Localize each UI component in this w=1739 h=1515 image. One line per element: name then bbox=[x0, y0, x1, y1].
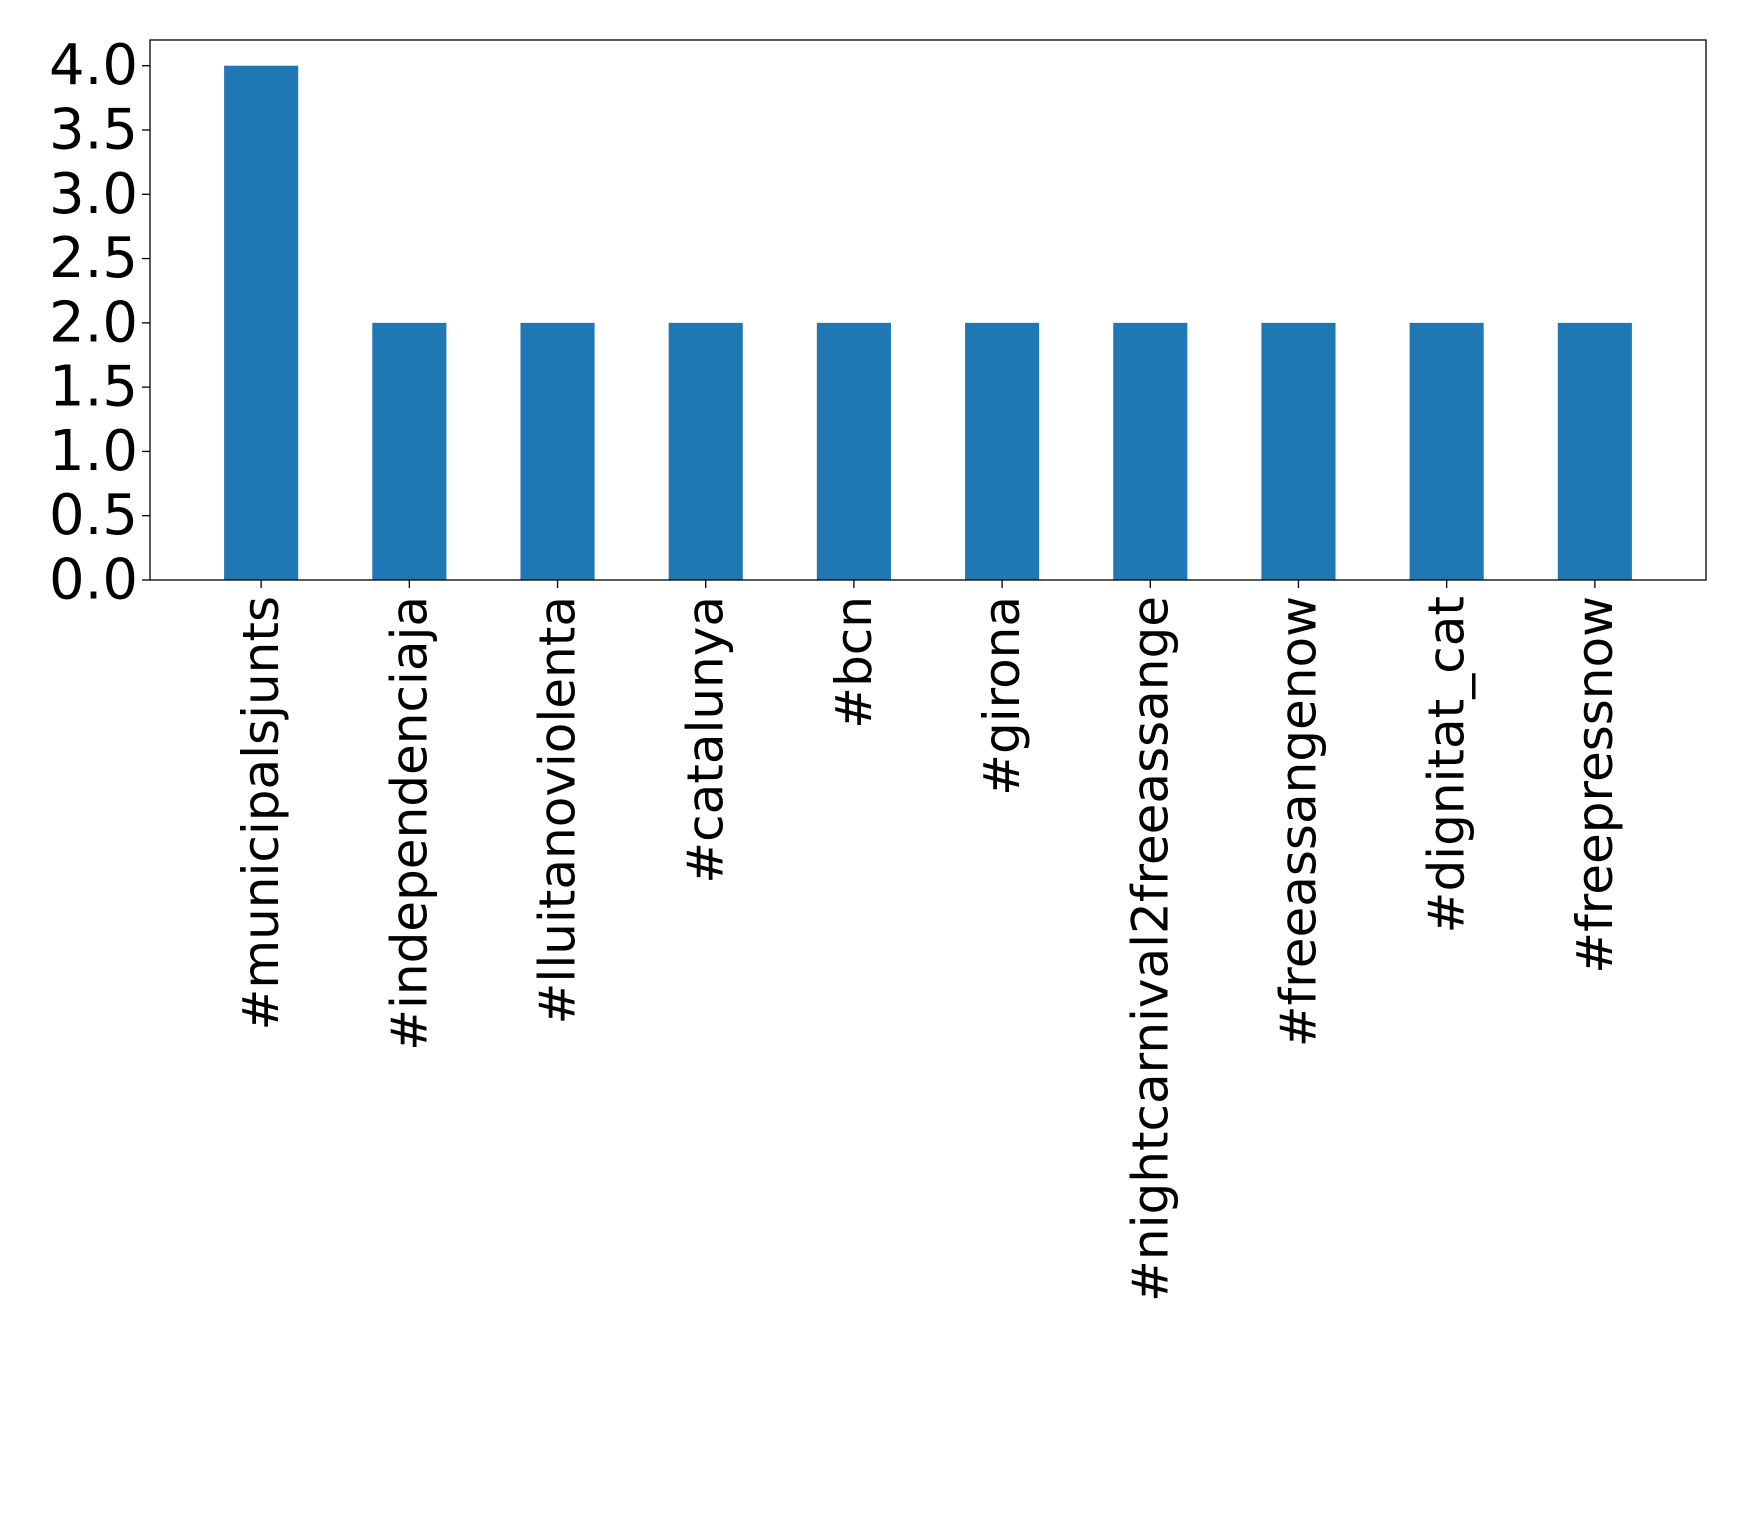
bar bbox=[965, 322, 1040, 580]
bars-layer bbox=[224, 65, 1632, 580]
x-tick-label: #municipalsjunts bbox=[232, 596, 290, 1031]
bar bbox=[816, 322, 891, 580]
y-tick-label: 2.5 bbox=[49, 226, 138, 291]
y-tick-label: 3.5 bbox=[49, 98, 138, 163]
y-tick-label: 1.0 bbox=[49, 419, 138, 484]
x-tick-label: #girona bbox=[973, 596, 1031, 796]
bar bbox=[1557, 322, 1632, 580]
bar bbox=[224, 65, 299, 580]
y-tick-label: 4.0 bbox=[49, 33, 138, 98]
y-tick-label: 1.5 bbox=[49, 355, 138, 420]
y-tick-label: 0.5 bbox=[49, 483, 138, 548]
y-tick-label: 2.0 bbox=[49, 290, 138, 355]
x-axis: #municipalsjunts #independenciaja #lluitan… bbox=[232, 580, 1624, 1302]
bar bbox=[668, 322, 743, 580]
x-tick-label: #freeassangenow bbox=[1269, 596, 1327, 1047]
bar bbox=[1261, 322, 1336, 580]
y-axis: 0.00.51.01.52.02.53.03.54.0 bbox=[49, 33, 150, 613]
x-tick-label: #lluitanoviolenta bbox=[529, 596, 587, 1024]
y-tick-label: 0.0 bbox=[49, 548, 138, 613]
x-tick-label: #freepressnow bbox=[1566, 596, 1624, 974]
bar bbox=[1113, 322, 1188, 580]
x-tick-label: #dignitat_cat bbox=[1418, 596, 1476, 933]
bar bbox=[520, 322, 595, 580]
x-tick-label: #independenciaja bbox=[380, 596, 438, 1051]
x-tick-label: #bcn bbox=[825, 596, 883, 729]
bar bbox=[1409, 322, 1484, 580]
x-tick-label: #nightcarnival2freeassange bbox=[1121, 596, 1179, 1302]
x-tick-label: #catalunya bbox=[677, 596, 735, 884]
y-tick-label: 3.0 bbox=[49, 162, 138, 227]
bar bbox=[372, 322, 447, 580]
plot-area-frame bbox=[149, 39, 1707, 581]
